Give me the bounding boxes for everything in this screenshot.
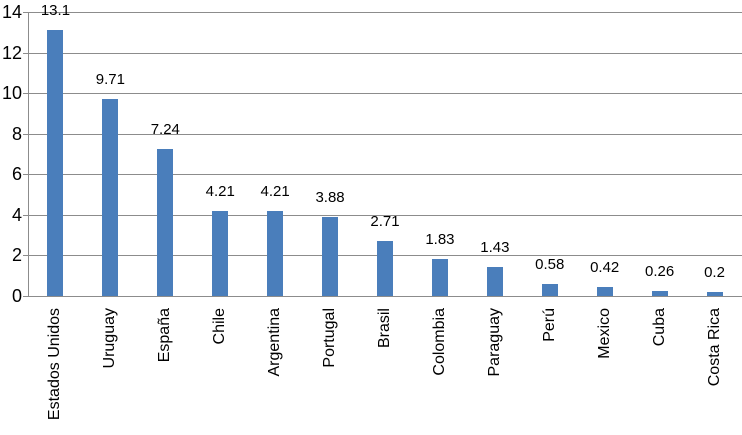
bar-value-label: 13.1 [40,2,71,20]
x-axis-category-label: Cuba [650,308,668,347]
gridline [28,174,742,176]
x-axis-category-label: Mexico [595,308,613,359]
bar-value-label: 9.71 [95,71,125,89]
x-axis-category-label: Argentina [266,308,284,377]
y-axis-tick [23,174,28,176]
bar [541,284,558,296]
bar [431,258,448,296]
x-axis-category-label: Chile [211,308,229,345]
y-axis-tick [23,93,28,95]
x-axis-category-label: Paraguay [485,308,503,377]
x-axis-category-label: Portugal [321,308,339,368]
y-axis-tick [23,214,28,216]
gridline [28,12,742,13]
y-axis-tick-label: 2 [11,245,22,266]
y-axis-tick-label: 14 [1,2,22,22]
y-axis-tick-label: 10 [1,83,22,104]
x-axis-category-label: Colombia [430,308,448,376]
x-axis-category-label: Perú [540,308,558,342]
bar-value-label: 0.2 [704,263,725,281]
bar-value-label: 3.88 [315,189,345,207]
y-axis-tick-label: 6 [11,164,22,185]
bar [322,217,339,296]
y-axis-tick [23,255,28,257]
bar [267,210,284,296]
bar [47,30,64,296]
bar-value-label: 0.42 [590,259,620,277]
y-axis-tick-label: 4 [11,204,22,225]
bar-value-label: 7.24 [150,121,180,139]
y-axis-tick [23,296,28,297]
x-axis-line [28,296,742,297]
bar [212,210,229,296]
x-axis-category-label: Estados Unidos [46,308,64,421]
bar-value-label: 0.58 [535,256,565,274]
y-axis-tick [23,12,28,13]
bar-value-label: 4.21 [205,182,235,200]
bar-value-label: 1.43 [480,238,510,256]
y-axis-tick-label: 12 [1,42,22,63]
y-axis-tick-label: 0 [11,286,22,306]
bar [377,241,393,296]
x-axis-category-label: España [156,308,174,363]
x-axis-category-label: Brasil [376,308,393,349]
gridline [28,52,742,54]
bar [651,290,668,296]
y-axis-tick [23,133,28,135]
gridline [28,93,742,95]
x-axis-category-label: Uruguay [101,308,119,369]
bar [486,266,503,296]
bar-value-label: 4.21 [260,182,290,200]
bar [706,291,723,296]
bar-value-label: 1.83 [425,230,455,248]
bar [102,99,119,296]
y-axis-line [28,12,29,297]
y-axis-tick [23,52,28,54]
bar-value-label: 0.26 [645,262,675,280]
bar [157,149,174,296]
bar-value-label: 2.71 [370,213,400,231]
bar [596,287,613,296]
x-axis-category-label: Costa Rica [705,308,723,387]
y-axis-tick-label: 8 [11,123,22,144]
